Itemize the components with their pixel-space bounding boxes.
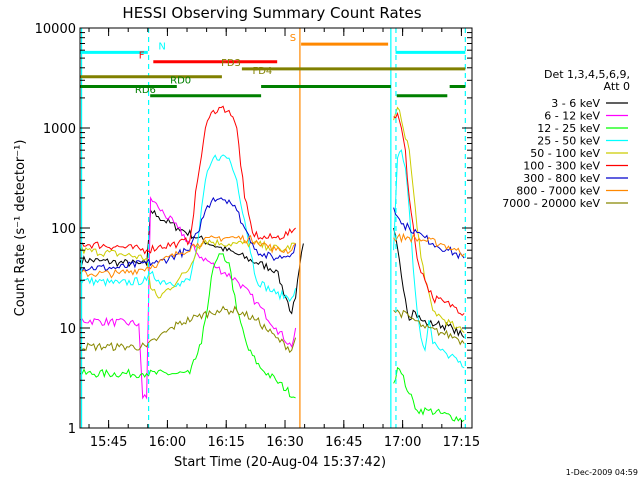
series-line-2 <box>79 253 465 423</box>
x-tick-label-3: 16:30 <box>266 435 303 450</box>
legend-header-0: Det 1,3,4,5,6,9, <box>544 68 630 81</box>
y-tick-label-0: 1 <box>68 422 76 437</box>
x-axis-label: Start Time (20-Aug-04 15:37:42) <box>174 455 386 470</box>
x-tick-label-0: 15:45 <box>90 435 127 450</box>
flag-label-f: F <box>139 51 145 62</box>
date-stamp: 1-Dec-2009 04:59 <box>566 468 638 477</box>
flag-label-rd0: RD0 <box>170 76 191 87</box>
x-tick-label-1: 16:00 <box>149 435 186 450</box>
y-tick-label-2: 100 <box>51 222 76 237</box>
y-axis-label: Count Rate (s⁻¹ detector⁻¹) <box>13 140 28 317</box>
legend-header-1: Att 0 <box>604 80 630 93</box>
legend-label-7: 800 - 7000 keV <box>516 185 600 198</box>
x-tick-label-6: 17:15 <box>443 435 480 450</box>
legend-label-4: 50 - 100 keV <box>530 147 600 160</box>
series-line-7 <box>79 232 465 279</box>
legend-label-8: 7000 - 20000 keV <box>502 197 600 210</box>
legend-label-2: 12 - 25 keV <box>537 122 600 135</box>
x-tick-label-2: 16:15 <box>207 435 244 450</box>
series-line-5 <box>79 105 465 316</box>
legend-label-6: 300 - 800 keV <box>523 172 600 185</box>
data-layer <box>79 105 465 423</box>
tick-layer: 15:45 16:00 16:15 16:30 16:45 17:00 17:15 1 10 10… <box>35 22 481 450</box>
legend-label-1: 6 - 12 keV <box>544 110 600 123</box>
flag-label-fd4: FD4 <box>252 66 272 77</box>
y-tick-label-1: 10 <box>59 322 76 337</box>
flag-label-s: S <box>290 33 296 44</box>
series-line-6 <box>79 196 465 273</box>
y-tick-label-4: 10000 <box>35 22 76 37</box>
chart-title: HESSI Observing Summary Count Rates <box>122 4 421 22</box>
x-tick-label-4: 16:45 <box>325 435 362 450</box>
series-line-3 <box>79 149 465 369</box>
flag-layer: N F S FD3 FD4 RD0 RD6 <box>80 33 466 98</box>
flag-label-rd6: RD6 <box>135 85 156 96</box>
series-line-8 <box>79 305 465 354</box>
flag-label-n: N <box>158 41 165 52</box>
x-tick-label-5: 17:00 <box>384 435 421 450</box>
legend-label-0: 3 - 6 keV <box>551 97 600 110</box>
legend-label-3: 25 - 50 keV <box>537 135 600 148</box>
legend-label-5: 100 - 300 keV <box>523 160 600 173</box>
flag-label-fd3: FD3 <box>221 58 241 69</box>
y-tick-label-3: 1000 <box>43 122 76 137</box>
